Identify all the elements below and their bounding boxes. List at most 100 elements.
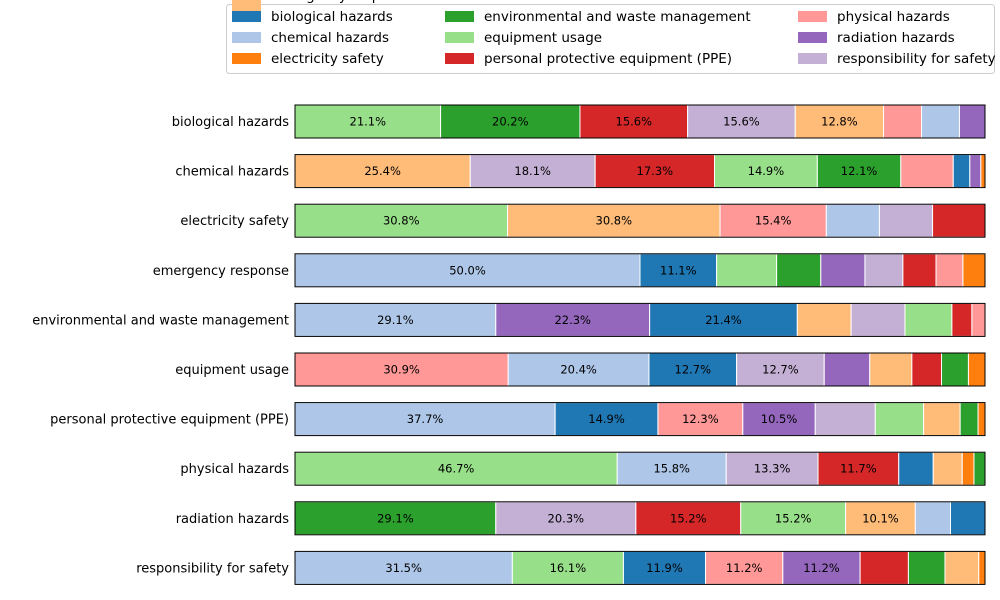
- bar-segment-electricity-safety: [962, 253, 986, 288]
- bar-segment-radiation-hazards: [820, 253, 866, 288]
- segment-value-label: 22.3%: [554, 313, 591, 327]
- plot-area: biological hazards 21.1% 20.2% 15.6% 15.6% 12…: [32, 104, 986, 585]
- segment-value-label: 15.8%: [653, 462, 690, 476]
- bar-frame: [294, 352, 986, 387]
- bar-segment-radiation-hazards: [969, 154, 982, 189]
- bar-segment-emergency-response: [923, 402, 961, 437]
- bar-segment-electricity-safety: [977, 402, 986, 437]
- segment-value-label: 15.6%: [723, 115, 760, 129]
- bar-segment-environmental-and-waste-management: [907, 550, 946, 585]
- bar-segment-physical-hazards: [883, 104, 923, 139]
- category-label: personal protective equipment (PPE): [50, 413, 289, 428]
- bar-frame: [294, 402, 986, 437]
- segment-value-label: 12.3%: [682, 412, 719, 426]
- segment-value-label: 20.3%: [548, 511, 585, 525]
- bar-segment-environmental-and-waste-management: [973, 451, 986, 486]
- bar-segment-biological-hazards: [639, 253, 718, 288]
- segment-value-label: 37.7%: [407, 412, 444, 426]
- bar-segment-biological-hazards: [950, 501, 986, 536]
- segment-value-label: 15.2%: [670, 511, 707, 525]
- bar-frame: [294, 451, 986, 486]
- bar-segment-electricity-safety: [980, 154, 986, 189]
- bar-segment-equipment-usage: [904, 302, 953, 337]
- bar-segment-environmental-and-waste-management: [941, 352, 969, 387]
- bar-segment-electricity-safety: [967, 352, 986, 387]
- segment-value-label: 16.1%: [550, 561, 587, 575]
- bar-segment-chemical-hazards: [914, 501, 951, 536]
- legend-label-biological-hazards: biological hazards: [271, 9, 393, 25]
- segment-value-label: 12.7%: [675, 363, 712, 377]
- bar-segment-responsibility-for-safety: [469, 154, 596, 189]
- segment-value-label: 50.0%: [449, 263, 486, 277]
- bar-segment-personal-protective-equipment-ppe: [932, 203, 986, 238]
- segment-value-label: 30.8%: [596, 214, 633, 228]
- legend: biological hazards chemical hazards electr…: [226, 0, 996, 74]
- bar-row-radiation-hazards: radiation hazards 29.1% 20.3% 15.2% 15.2% 10.…: [176, 501, 986, 536]
- category-label: physical hazards: [180, 462, 289, 477]
- bar-segment-biological-hazards: [649, 302, 798, 337]
- segment-value-label: 30.8%: [383, 214, 420, 228]
- category-label: equipment usage: [175, 363, 289, 378]
- segment-value-label: 12.7%: [762, 363, 799, 377]
- bar-row-electricity-safety: electricity safety 30.8% 30.8% 15.4%: [180, 203, 986, 238]
- segment-value-label: 13.3%: [754, 462, 791, 476]
- bar-row-emergency-response: emergency response 50.0% 11.1%: [153, 253, 986, 288]
- segment-value-label: 46.7%: [438, 462, 475, 476]
- segment-value-label: 15.2%: [775, 511, 812, 525]
- category-label: electricity safety: [180, 214, 289, 229]
- bar-segment-equipment-usage: [874, 402, 925, 437]
- bar-segment-responsibility-for-safety: [864, 253, 904, 288]
- segment-value-label: 14.9%: [588, 412, 625, 426]
- category-label: chemical hazards: [175, 165, 289, 180]
- segment-value-label: 11.2%: [726, 561, 763, 575]
- segment-value-label: 17.3%: [637, 164, 674, 178]
- legend-label-equipment-usage: equipment usage: [484, 30, 602, 46]
- bar-segment-equipment-usage: [716, 253, 778, 288]
- bar-segment-biological-hazards: [898, 451, 934, 486]
- bar-row-responsibility-for-safety: responsibility for safety 31.5% 16.1% 11.9%…: [136, 550, 986, 585]
- bar-frame: [294, 302, 986, 337]
- segment-value-label: 20.2%: [492, 115, 529, 129]
- bar-segment-physical-hazards: [719, 203, 827, 238]
- bar-frame: [294, 154, 986, 189]
- bar-segment-emergency-response: [944, 550, 980, 585]
- segment-value-label: 10.5%: [761, 412, 798, 426]
- legend-label-emergency-response: emergency response: [271, 0, 413, 4]
- bar-segment-personal-protective-equipment-ppe: [859, 550, 909, 585]
- segment-value-label: 29.1%: [377, 313, 414, 327]
- bar-row-personal-protective-equipment-ppe: personal protective equipment (PPE) 37.7%…: [50, 402, 986, 437]
- bar-segment-emergency-response: [796, 302, 852, 337]
- legend-swatch-emergency-response: [232, 0, 261, 11]
- segment-value-label: 12.8%: [821, 115, 858, 129]
- legend-label-radiation-hazards: radiation hazards: [837, 30, 955, 46]
- bar-frame: [294, 104, 986, 139]
- bar-segment-equipment-usage: [294, 104, 442, 139]
- legend-label-physical-hazards: physical hazards: [837, 9, 950, 25]
- segment-value-label: 18.1%: [514, 164, 551, 178]
- bar-segment-radiation-hazards: [823, 352, 871, 387]
- segment-value-label: 15.6%: [616, 115, 653, 129]
- segment-value-label: 14.9%: [748, 164, 785, 178]
- bar-segment-physical-hazards: [935, 253, 964, 288]
- bar-segment-emergency-response: [507, 203, 721, 238]
- segment-value-label: 21.1%: [350, 115, 387, 129]
- segment-value-label: 20.4%: [560, 363, 597, 377]
- bar-segment-biological-hazards: [952, 154, 971, 189]
- bar-segment-personal-protective-equipment-ppe: [951, 302, 973, 337]
- bar-segment-chemical-hazards: [294, 253, 641, 288]
- legend-swatch-equipment-usage: [445, 32, 474, 43]
- segment-value-label: 10.1%: [862, 511, 899, 525]
- bar-segment-environmental-and-waste-management: [776, 253, 822, 288]
- legend-swatch-electricity-safety: [232, 53, 261, 64]
- bar-segment-radiation-hazards: [495, 302, 651, 337]
- segment-value-label: 21.4%: [705, 313, 742, 327]
- bar-segment-chemical-hazards: [921, 104, 960, 139]
- segment-value-label: 30.9%: [383, 363, 420, 377]
- bar-segment-physical-hazards: [900, 154, 954, 189]
- bar-segment-equipment-usage: [714, 154, 818, 189]
- bar-row-chemical-hazards: chemical hazards 25.4% 18.1% 17.3% 14.9% 12.1…: [175, 154, 986, 189]
- bar-segment-environmental-and-waste-management: [959, 402, 979, 437]
- bar-segment-personal-protective-equipment-ppe: [635, 501, 742, 536]
- legend-swatch-biological-hazards: [232, 11, 261, 22]
